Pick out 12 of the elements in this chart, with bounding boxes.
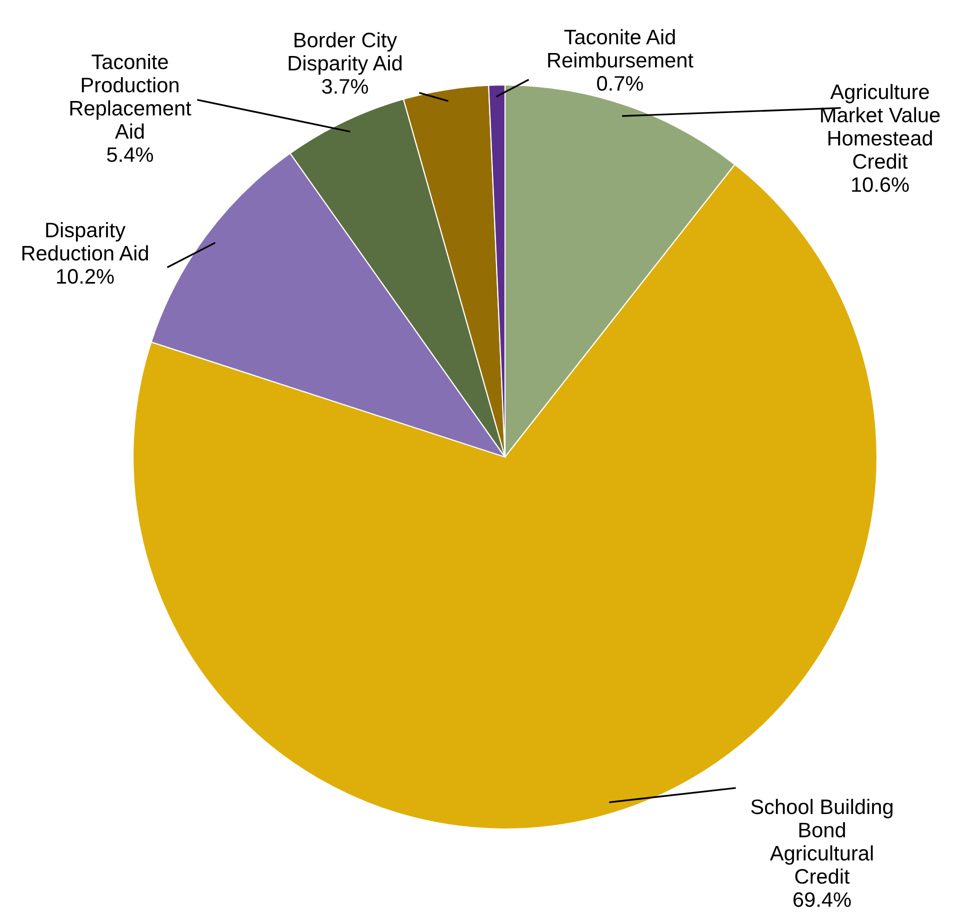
- data-label: 0.7%: [597, 76, 644, 91]
- slice-label: Disparity Reduction Aid: [22, 222, 148, 261]
- data-label: 10.2%: [57, 269, 114, 284]
- data-label: 5.4%: [107, 147, 154, 162]
- slice-label: Agriculture Market Value Homestead Credit: [821, 84, 940, 169]
- slice-label: Taconite Production Replacement Aid: [70, 54, 192, 139]
- data-label: 3.7%: [322, 79, 368, 94]
- slice-label: Border City Disparity Aid: [288, 32, 402, 75]
- data-label: 69.4%: [794, 892, 851, 907]
- slice-label: Taconite Aid Reimbursement: [548, 29, 694, 68]
- slice-label: School Building Bond Agricultural Credit: [751, 798, 892, 884]
- data-label: 10.6%: [852, 177, 909, 192]
